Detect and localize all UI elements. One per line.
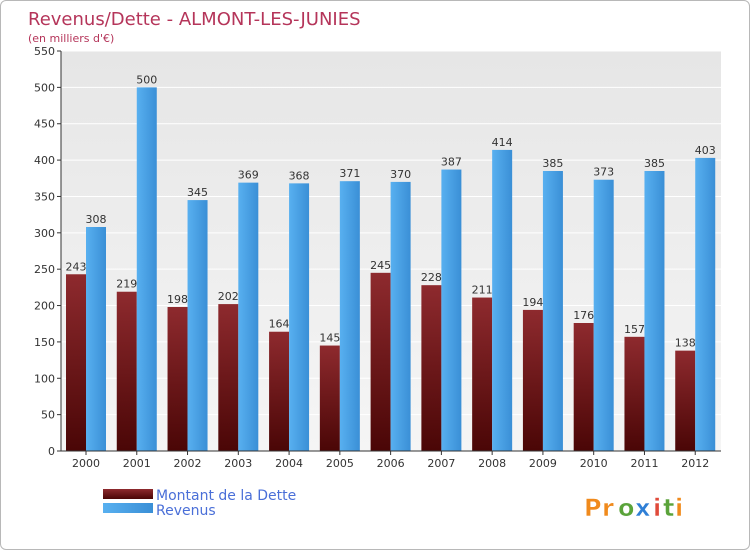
x-tick-label: 2010: [580, 457, 608, 470]
bar-revenus: [238, 182, 259, 452]
value-label-revenus: 368: [289, 169, 310, 182]
value-label-revenus: 369: [238, 169, 259, 182]
bar-revenus: [492, 149, 513, 451]
legend-swatch-debt: [103, 489, 153, 499]
bar-revenus: [593, 179, 614, 451]
x-tick-label: 2006: [377, 457, 405, 470]
value-label-debt: 194: [522, 296, 543, 309]
y-tick-label: 350: [34, 190, 55, 203]
bar-revenus: [86, 227, 106, 451]
value-label-debt: 145: [319, 332, 340, 345]
value-label-debt: 228: [421, 271, 442, 284]
x-tick-label: 2012: [681, 457, 709, 470]
x-tick-label: 2000: [72, 457, 100, 470]
value-label-revenus: 371: [339, 167, 360, 180]
proxiti-letter: x: [635, 494, 651, 522]
bar-revenus: [644, 171, 665, 451]
x-tick-label: 2008: [478, 457, 506, 470]
bar-revenus: [136, 87, 157, 451]
bar-debt: [218, 304, 239, 451]
y-tick-label: 400: [34, 154, 55, 167]
bar-debt: [370, 272, 391, 451]
value-label-debt: 219: [116, 278, 137, 291]
value-label-revenus: 345: [187, 186, 208, 199]
x-tick-label: 2005: [326, 457, 354, 470]
y-tick-label: 450: [34, 118, 55, 131]
y-tick-label: 250: [34, 263, 55, 276]
legend-label-debt: Montant de la Dette: [156, 488, 296, 504]
y-tick-label: 200: [34, 300, 55, 313]
bar-debt: [472, 297, 493, 451]
value-label-debt: 176: [573, 309, 594, 322]
y-tick-label: 550: [34, 45, 55, 58]
value-label-revenus: 500: [136, 73, 157, 86]
y-tick-label: 150: [34, 336, 55, 349]
value-label-debt: 245: [370, 259, 391, 272]
y-tick-label: 300: [34, 227, 55, 240]
x-tick-label: 2003: [224, 457, 252, 470]
value-label-debt: 157: [624, 323, 645, 336]
legend-label-revenus: Revenus: [156, 503, 216, 519]
bar-revenus: [289, 183, 310, 451]
value-label-debt: 164: [269, 318, 290, 331]
x-axis: 2000 2001 2002 2003 2004 2005 2006 2007 2008 2009…: [61, 450, 721, 470]
bar-debt: [522, 309, 543, 451]
bar-debt: [269, 331, 290, 451]
proxiti-letter: i: [653, 494, 661, 522]
y-tick-label: 100: [34, 372, 55, 385]
x-tick-label: 2011: [630, 457, 658, 470]
y-axis: 0 50 100 150 200 250 300 350 400 450 500 550: [34, 45, 62, 458]
bar-revenus: [187, 200, 208, 451]
legend-swatch-revenus: [103, 503, 153, 513]
value-label-debt: 211: [472, 284, 493, 297]
bar-revenus: [695, 157, 716, 451]
bar-revenus: [441, 169, 462, 451]
x-tick-label: 2009: [529, 457, 557, 470]
bar-debt: [66, 274, 86, 451]
value-label-revenus: 387: [441, 156, 462, 169]
proxiti-letter: o: [618, 494, 635, 522]
proxiti-letter: i: [675, 494, 683, 522]
value-label-debt: 243: [66, 260, 87, 273]
bar-debt: [675, 350, 696, 451]
value-label-debt: 138: [675, 337, 696, 350]
x-tick-label: 2004: [275, 457, 303, 470]
value-label-revenus: 385: [542, 157, 563, 170]
value-label-revenus: 370: [390, 168, 411, 181]
value-label-debt: 202: [218, 290, 239, 303]
proxiti-letter: r: [602, 494, 614, 522]
legend: Montant de la Dette Revenus: [103, 488, 296, 519]
proxiti-letter: P: [584, 494, 602, 522]
x-tick-label: 2001: [123, 457, 151, 470]
bar-debt: [421, 285, 442, 451]
bar-debt: [573, 323, 594, 451]
bar-revenus: [542, 171, 563, 451]
bar-debt: [319, 345, 340, 451]
value-label-debt: 198: [167, 293, 188, 306]
value-label-revenus: 308: [86, 213, 107, 226]
bars: 243 308 219 500 198 345 202 369 164 368 145 371 245 3…: [66, 73, 716, 452]
value-label-revenus: 414: [492, 136, 513, 149]
y-tick-label: 50: [41, 409, 55, 422]
chart-title: Revenus/Dette - ALMONT-LES-JUNIES: [28, 9, 361, 30]
y-tick-label: 500: [34, 81, 55, 94]
x-tick-label: 2002: [174, 457, 202, 470]
value-label-revenus: 385: [644, 157, 665, 170]
bar-debt: [624, 336, 645, 451]
bar-revenus: [339, 181, 360, 451]
bar-debt: [167, 307, 188, 451]
x-tick-label: 2007: [427, 457, 455, 470]
value-label-revenus: 373: [593, 166, 614, 179]
y-tick-label: 0: [48, 445, 55, 458]
bar-revenus: [390, 181, 411, 451]
value-label-revenus: 403: [695, 144, 716, 157]
bar-debt: [116, 291, 137, 451]
proxiti-letter: t: [663, 494, 674, 522]
chart-subtitle: (en milliers d'€): [28, 32, 114, 45]
